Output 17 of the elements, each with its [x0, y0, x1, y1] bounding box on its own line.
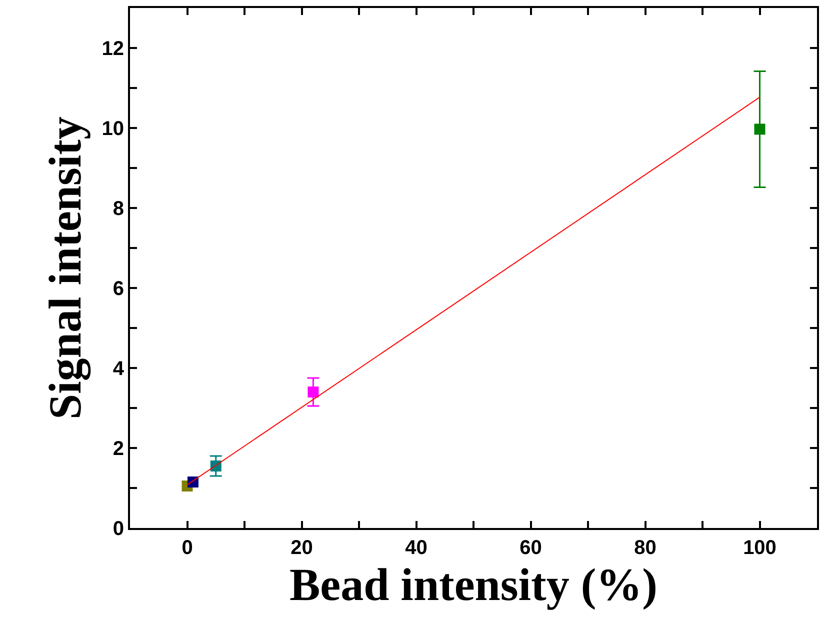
point [754, 124, 766, 135]
y-axis-title: Signal intensity [40, 116, 92, 420]
x-axis-title: Bead intensity (%) [290, 559, 658, 610]
y-tick-label: 6 [112, 278, 124, 300]
y-tick-label: 8 [112, 198, 124, 220]
y-tick-label: 2 [112, 438, 124, 460]
x-tick-label: 40 [405, 537, 428, 559]
x-tick-label: 20 [290, 537, 313, 559]
y-tick-label: 0 [112, 518, 124, 540]
y-tick-label: 10 [102, 118, 124, 140]
x-tick-label: 0 [182, 537, 193, 559]
y-tick-label: 12 [102, 38, 124, 60]
x-tick-label: 80 [634, 537, 656, 559]
x-tick-label: 60 [520, 537, 542, 559]
x-tick-label: 100 [743, 537, 776, 559]
y-tick-label: 4 [112, 358, 125, 380]
point [308, 386, 319, 398]
